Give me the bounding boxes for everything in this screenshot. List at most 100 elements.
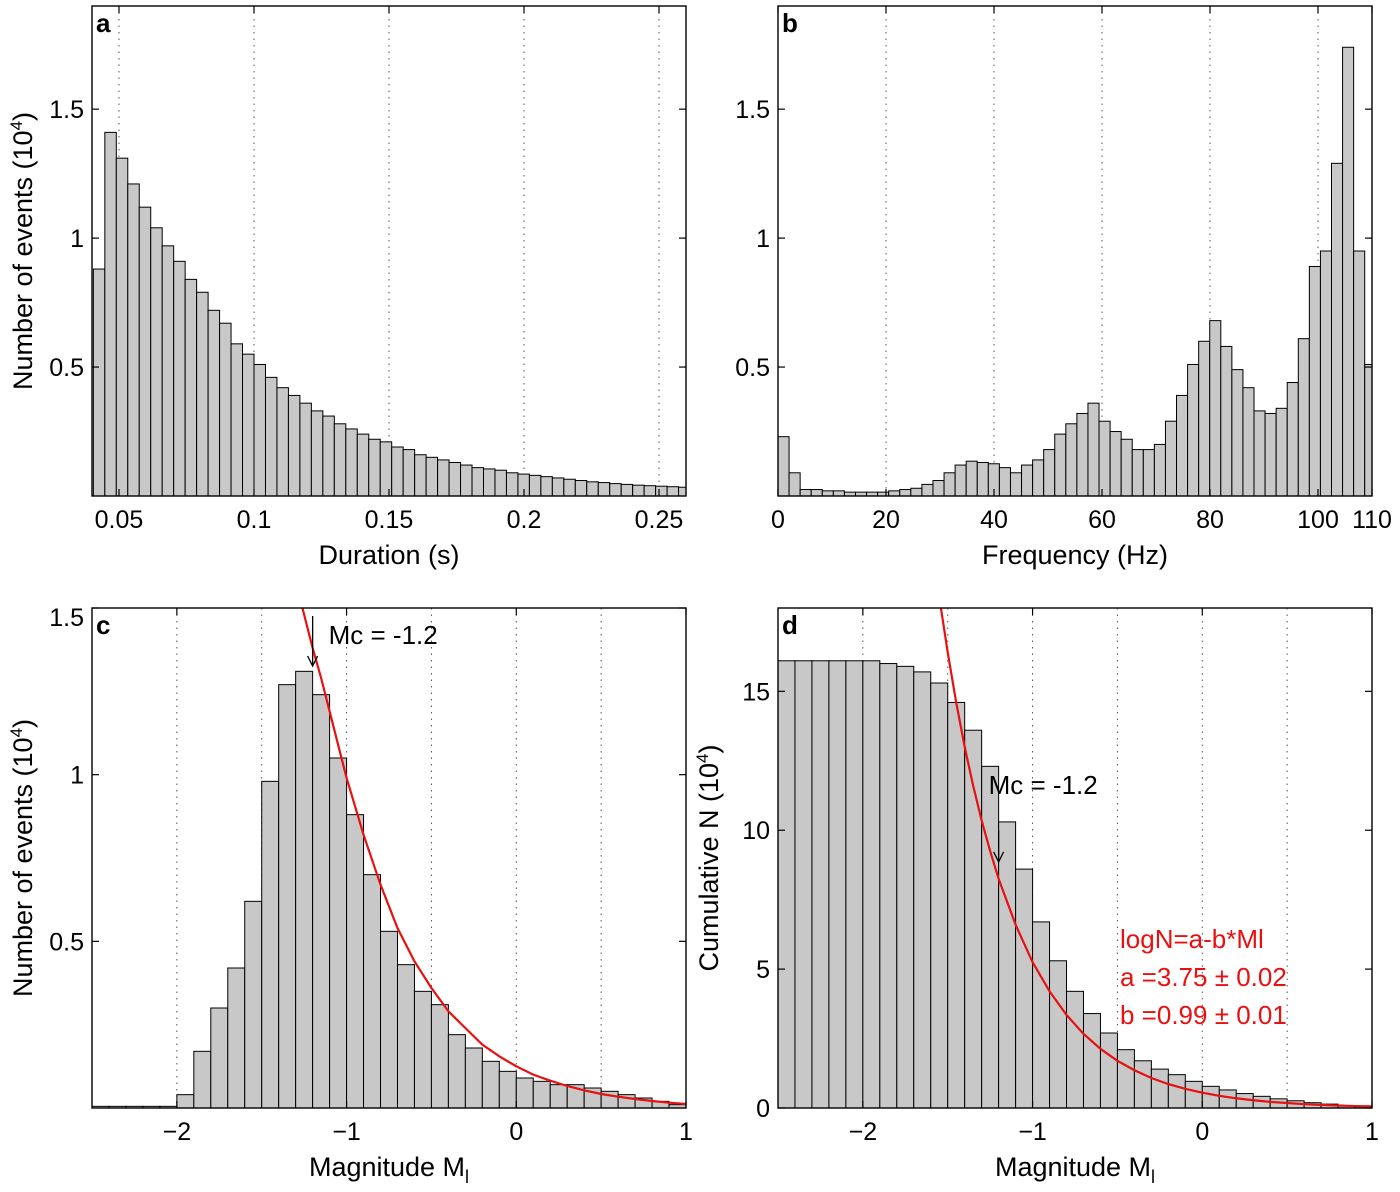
histogram-bar [1319, 250, 1333, 496]
histogram-bar [115, 157, 129, 496]
histogram-bar [788, 472, 801, 496]
y-axis-label-text: Cumulative N (10 [694, 763, 724, 972]
y-tick-label: 0.5 [49, 928, 84, 956]
panel-letter: a [96, 8, 111, 38]
mc-annotation: Mc = -1.2 [989, 770, 1098, 800]
histogram-bar [345, 428, 358, 496]
y-axis-label-superscript: 4 [7, 121, 26, 130]
histogram-bar [227, 967, 246, 1108]
y-tick-label: 1.5 [735, 96, 770, 124]
y-tick-label: 0 [756, 1095, 770, 1123]
histogram-bar [586, 481, 599, 496]
y-axis-label-tail: ) [8, 112, 38, 121]
histogram-bar [1387, 486, 1398, 496]
histogram-bar [655, 485, 668, 496]
histogram-bar [278, 684, 297, 1108]
y-tick-label: 0.5 [735, 354, 770, 382]
histogram-bar [1054, 433, 1067, 496]
histogram-bar [425, 456, 439, 496]
histogram-bar [173, 260, 186, 496]
histogram-bar [998, 467, 1011, 496]
y-tick-label: 1 [70, 225, 84, 253]
histogram-bar [312, 694, 331, 1108]
plot-frame [91, 607, 687, 1109]
histogram-bar [609, 483, 622, 496]
histogram-bar [678, 486, 686, 496]
histogram-bar [1109, 431, 1122, 496]
histogram-bar [810, 489, 823, 496]
histogram-bar [1331, 162, 1344, 496]
histogram-bar [879, 663, 898, 1108]
y-axis-label-text: Number of events (10 [8, 737, 38, 997]
histogram-bar [1098, 420, 1111, 496]
histogram-bar [1187, 363, 1200, 496]
x-tick-label: 1 [679, 1118, 693, 1146]
histogram-bar [896, 665, 915, 1108]
x-tick-label: 20 [872, 506, 900, 534]
x-axis-label: Frequency (Hz) [982, 540, 1168, 570]
bars [92, 608, 686, 1108]
histogram-bar [1099, 1032, 1118, 1108]
histogram-bar [1376, 439, 1387, 496]
histogram-bar [138, 206, 152, 496]
histogram-bar [821, 490, 834, 496]
x-tick-label: 40 [980, 506, 1008, 534]
x-tick-label: 1 [1365, 1118, 1379, 1146]
histogram-bar [1209, 320, 1222, 496]
histogram-bar [464, 1047, 483, 1108]
histogram-bar [1082, 1013, 1101, 1108]
x-axis-label: Duration (s) [318, 540, 459, 570]
histogram-bar [1286, 382, 1299, 496]
histogram-bar [643, 485, 657, 496]
histogram-bar [333, 423, 347, 496]
histogram-bar [1201, 1085, 1220, 1108]
histogram-bar [799, 489, 812, 496]
histogram-bar [380, 930, 398, 1108]
x-axis-label-subscript: l [1151, 1167, 1155, 1187]
histogram-bar [448, 461, 462, 496]
plot-frame [777, 607, 1373, 1109]
histogram-bar [1253, 410, 1266, 496]
histogram-bar [322, 415, 335, 496]
histogram-bar [549, 1084, 568, 1108]
histogram-bar [414, 454, 427, 496]
fit-equation-line: a =3.75 ± 0.02 [1120, 962, 1287, 992]
histogram-bar [888, 490, 901, 496]
histogram-bar [150, 227, 163, 496]
histogram-bar [193, 1050, 212, 1108]
x-axis-label-text: Magnitude M [995, 1152, 1151, 1182]
histogram-bar [1167, 1074, 1186, 1108]
histogram-bar [447, 1034, 466, 1108]
histogram-bar [207, 309, 221, 496]
histogram-bar [540, 476, 553, 496]
x-tick-label: 60 [1088, 506, 1116, 534]
histogram-bar [1015, 868, 1034, 1108]
histogram-bar [998, 821, 1017, 1108]
fit-curve [301, 608, 686, 1106]
histogram-bar [832, 490, 845, 496]
plot-frame [777, 5, 1373, 497]
histogram-bar [242, 353, 255, 496]
histogram-bar [505, 472, 519, 496]
histogram-bar [295, 670, 314, 1108]
histogram-bar [127, 183, 140, 496]
x-tick-label: 0.2 [507, 506, 542, 534]
histogram-bar [1133, 1060, 1152, 1108]
mc-annotation: Mc = -1.2 [329, 620, 438, 650]
histogram-bar [515, 1077, 534, 1108]
histogram-bar [346, 814, 365, 1108]
histogram-bar [1049, 960, 1068, 1108]
x-tick-label: 0.1 [237, 506, 272, 534]
histogram-bar [1231, 369, 1244, 496]
histogram-bar [92, 268, 106, 496]
histogram-bar [1116, 1049, 1135, 1108]
histogram-bar [965, 460, 978, 496]
histogram-bar [379, 441, 393, 496]
y-axis-label: Number of events (104) [7, 719, 38, 997]
histogram-bar [954, 464, 967, 496]
histogram-bar [244, 900, 263, 1108]
histogram-bar [184, 278, 198, 496]
histogram-bar [551, 477, 565, 496]
histogram-bar [532, 1080, 551, 1108]
